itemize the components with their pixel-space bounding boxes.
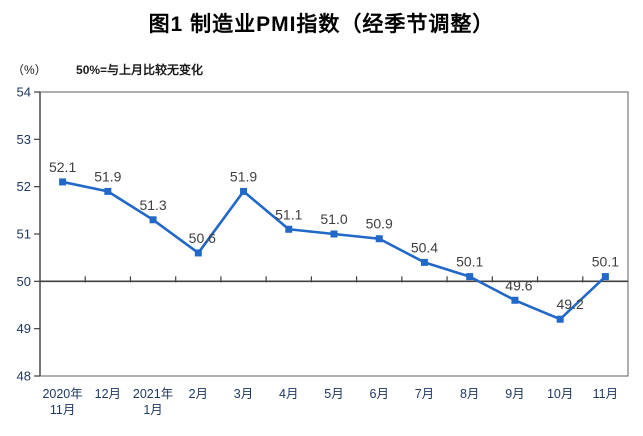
x-tick-label: 2020年 11月 [42, 387, 82, 417]
x-tick-label: 12月 [95, 387, 121, 401]
x-tick-label: 2021年 1月 [133, 387, 173, 417]
data-point-marker [375, 235, 383, 243]
data-point-label: 51.3 [139, 197, 166, 213]
data-point-label: 52.1 [49, 159, 76, 175]
x-tick-label: 3月 [234, 387, 253, 401]
x-tick-label: 10月 [547, 387, 573, 401]
data-point-label: 50.4 [411, 239, 438, 255]
data-point-marker [420, 258, 428, 266]
y-tick-label: 50 [17, 274, 31, 289]
data-point-label: 49.6 [505, 277, 532, 293]
x-tick-label: 2月 [189, 387, 208, 401]
x-tick-label: 11月 [593, 387, 618, 401]
y-axis-unit-label: （%） [12, 63, 47, 77]
y-tick-label: 51 [17, 227, 31, 242]
x-tick-label: 8月 [460, 387, 479, 401]
data-point-marker [511, 296, 519, 304]
x-tick-label: 5月 [324, 387, 343, 401]
data-point-label: 51.9 [94, 168, 121, 184]
data-point-marker [330, 230, 338, 238]
data-point-marker [194, 249, 202, 257]
y-tick-label: 54 [17, 85, 31, 100]
chart-subhead: （%） 50%=与上月比较无变化 [12, 61, 203, 78]
data-point-marker [556, 315, 564, 323]
data-point-label: 50.9 [366, 216, 393, 232]
y-tick-label: 53 [17, 132, 31, 147]
data-point-marker [601, 273, 609, 281]
data-point-label: 50.1 [592, 254, 619, 270]
data-point-marker [285, 225, 293, 233]
x-tick-label: 9月 [505, 387, 524, 401]
data-point-marker [149, 216, 157, 224]
data-point-marker [466, 273, 474, 281]
data-point-marker [59, 178, 67, 186]
data-point-marker [104, 187, 112, 195]
x-tick-label: 6月 [370, 387, 389, 401]
x-tick-label: 4月 [279, 387, 298, 401]
x-tick-label: 7月 [415, 387, 434, 401]
reference-note: 50%=与上月比较无变化 [76, 63, 204, 77]
data-point-label: 51.9 [230, 168, 257, 184]
data-point-label: 49.2 [557, 296, 584, 312]
data-point-label: 51.1 [275, 206, 302, 222]
chart-title: 图1 制造业PMI指数（经季节调整） [148, 13, 495, 36]
data-point-label: 51.0 [320, 211, 347, 227]
y-tick-label: 48 [17, 369, 31, 384]
data-point-label: 50.6 [189, 230, 216, 246]
y-tick-label: 49 [17, 321, 31, 336]
y-tick-label: 52 [17, 179, 31, 194]
data-point-label: 50.1 [456, 254, 483, 270]
data-point-marker [240, 187, 248, 195]
